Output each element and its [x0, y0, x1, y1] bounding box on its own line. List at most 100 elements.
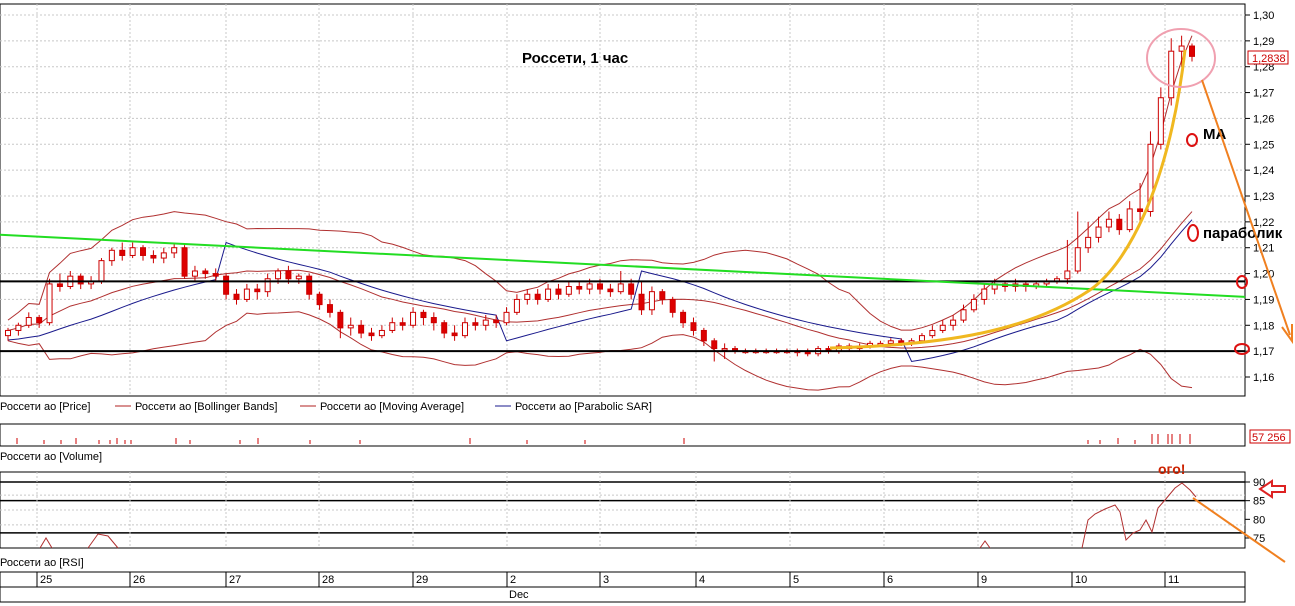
candle-up — [275, 270, 282, 280]
candle-up — [513, 298, 520, 313]
forecast-arrow — [1201, 79, 1291, 336]
candle-up — [617, 283, 624, 293]
candle-down — [150, 254, 157, 259]
candle-down — [659, 291, 666, 300]
candle-down — [1116, 218, 1123, 231]
candle-down — [202, 270, 209, 275]
volume-panel-frame — [0, 423, 1246, 447]
rsi-line-segment — [87, 533, 119, 549]
candle-up — [586, 283, 593, 290]
last-price-box — [1247, 50, 1289, 65]
candle-down — [36, 317, 43, 324]
x-tick-label: 25 — [40, 574, 52, 586]
ma-marker — [1186, 133, 1198, 147]
candle-up — [108, 249, 115, 262]
x-tick-label: 29 — [416, 574, 428, 586]
candle-down — [212, 273, 219, 277]
rsi-line-segment — [39, 537, 53, 549]
candle-up — [46, 283, 53, 324]
candle-up — [461, 322, 468, 337]
candle-up — [524, 293, 531, 300]
candle-up — [295, 275, 302, 280]
candle-down — [399, 322, 406, 326]
candle-up — [939, 324, 946, 331]
x-tick-label: 2 — [510, 574, 516, 586]
x-tick-label: 27 — [229, 574, 241, 586]
price-tick-label: 1,22 — [1253, 217, 1274, 229]
volume-value-label: 57 256 — [1252, 432, 1286, 444]
candle-down — [337, 311, 344, 329]
rsi-grid — [0, 472, 1245, 548]
candle-up — [1085, 236, 1092, 249]
legend-entry: Россети ао [Moving Average] — [320, 401, 464, 413]
rsi-tick-label: 85 — [1253, 496, 1265, 508]
trend-curve — [829, 49, 1187, 350]
x-tick-label: 5 — [793, 574, 799, 586]
candle-down — [534, 293, 541, 300]
candle-up — [970, 298, 977, 311]
rsi-panel-label: Россети ао [RSI] — [0, 557, 84, 569]
price-tick-label: 1,28 — [1253, 62, 1274, 74]
level-marker — [1236, 275, 1248, 289]
price-panel-frame — [0, 3, 1246, 397]
peak-circle — [1146, 28, 1216, 88]
rsi-line-segment — [979, 540, 991, 549]
candle-down — [306, 275, 313, 295]
candle-up — [1064, 270, 1071, 280]
candle-up — [264, 278, 271, 293]
candle-down — [597, 283, 603, 290]
x-tick-label: 26 — [133, 574, 145, 586]
candle-down — [1189, 45, 1195, 57]
price-axis: 1,30 1,29 1,28 1,27 1,26 1,25 1,24 1,23 1,22 1,21… — [1245, 10, 1274, 384]
candle-up — [1074, 247, 1081, 272]
candle-down — [700, 329, 707, 342]
price-tick-label: 1,23 — [1253, 191, 1274, 203]
candle-up — [482, 319, 489, 326]
candle-down — [690, 322, 697, 331]
candle-up — [1157, 97, 1164, 145]
level-marker — [1234, 343, 1250, 355]
candle-up — [503, 311, 510, 324]
candle-down — [680, 311, 687, 324]
candle-up — [887, 340, 894, 344]
volume-panel-label: Россети ао [Volume] — [0, 451, 102, 463]
rsi-comment: ого! — [1158, 461, 1185, 477]
candle-up — [129, 247, 136, 256]
rsi-arrow-icon — [1258, 479, 1286, 499]
candle-down — [181, 247, 188, 277]
candle-up — [721, 348, 728, 351]
price-tick-label: 1,21 — [1253, 243, 1274, 255]
candle-up — [171, 247, 178, 254]
candle-down — [119, 249, 126, 256]
candle-down — [77, 275, 84, 285]
volume-value-box — [1249, 429, 1291, 444]
legend-entry: Россети ао [Bollinger Bands] — [135, 401, 277, 413]
candle-up — [1095, 226, 1102, 238]
candle-up — [98, 260, 105, 282]
candle-down — [669, 298, 676, 313]
candle-down — [493, 319, 500, 324]
candle-up — [160, 252, 167, 259]
price-tick-label: 1,18 — [1253, 320, 1274, 332]
chart-title: Россети, 1 час — [522, 50, 628, 67]
candle-down — [638, 293, 645, 311]
sar-marker — [1187, 224, 1199, 242]
x-tick-label: 6 — [887, 574, 893, 586]
candle-up — [648, 291, 655, 311]
candle-down — [430, 317, 437, 324]
candle-down — [441, 322, 448, 334]
overlays — [0, 28, 1293, 563]
x-tick-label: 28 — [322, 574, 334, 586]
candle-up — [5, 329, 11, 337]
candle-down — [451, 332, 458, 337]
candle-down — [316, 293, 323, 306]
candle-down — [233, 293, 240, 300]
candle-down — [358, 324, 365, 334]
rsi-tick-label: 80 — [1253, 514, 1265, 526]
candle-up — [981, 288, 988, 300]
rsi-forecast-arrow — [1192, 497, 1286, 563]
candle-down — [56, 283, 63, 287]
candle-up — [545, 288, 552, 300]
